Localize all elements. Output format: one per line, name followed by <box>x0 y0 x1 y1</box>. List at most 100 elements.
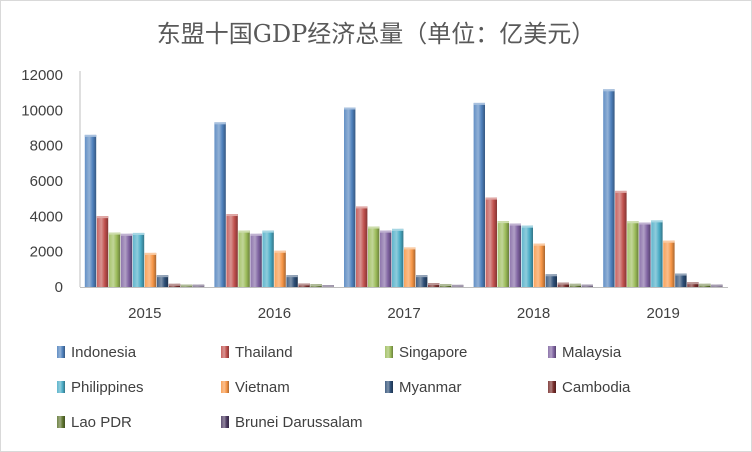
x-tick-label-2016: 2016 <box>258 305 291 322</box>
bar-indonesia-2015 <box>84 134 97 287</box>
bar-top-myanmar-2019 <box>675 273 687 276</box>
legend-item-malaysia: Malaysia <box>548 344 622 361</box>
legend-label-indonesia: Indonesia <box>71 344 137 361</box>
bar-top-cambodia-2016 <box>298 283 310 286</box>
bar-singapore-2016 <box>238 230 250 287</box>
bar-myanmar-2019 <box>675 273 687 287</box>
bar-top-lao-pdr-2019 <box>699 283 711 286</box>
bar-vietnam-2017 <box>404 247 416 287</box>
x-tick-label-2018: 2018 <box>517 305 550 322</box>
bar-top-cambodia-2019 <box>687 282 699 285</box>
bar-thailand-2017 <box>356 206 368 287</box>
bar-cambodia-2018 <box>557 282 569 287</box>
y-tick-label-0: 0 <box>55 279 63 296</box>
legend-item-indonesia: Indonesia <box>57 344 137 361</box>
legend-marker-thailand <box>221 346 229 358</box>
bar-myanmar-2017 <box>416 275 428 287</box>
x-axis: 2015 2016 2017 2018 2019 <box>80 287 728 322</box>
y-tick-label-6000: 6000 <box>30 173 63 190</box>
legend-label-malaysia: Malaysia <box>562 344 622 361</box>
bar-top-myanmar-2015 <box>156 275 169 278</box>
bar-philippines-2016 <box>262 230 274 287</box>
bar-top-cambodia-2018 <box>557 282 569 285</box>
bar-top-malaysia-2017 <box>380 230 392 233</box>
bar-top-indonesia-2017 <box>344 107 356 110</box>
bar-top-singapore-2019 <box>627 221 639 224</box>
bar-top-singapore-2015 <box>108 232 121 235</box>
legend-item-thailand: Thailand <box>221 344 293 361</box>
bar-myanmar-2018 <box>545 274 557 287</box>
bar-top-thailand-2015 <box>96 216 109 219</box>
legend-marker-philippines <box>57 381 65 393</box>
bar-top-indonesia-2015 <box>84 134 97 137</box>
bar-top-myanmar-2017 <box>416 275 428 278</box>
bar-top-philippines-2018 <box>521 225 533 228</box>
bar-top-singapore-2016 <box>238 230 250 233</box>
bar-top-brunei-darussalam-2017 <box>452 284 464 287</box>
bar-top-vietnam-2019 <box>663 240 675 243</box>
legend-marker-singapore <box>385 346 393 358</box>
legend-item-myanmar: Myanmar <box>385 379 462 396</box>
y-tick-label-2000: 2000 <box>30 244 63 261</box>
bar-top-vietnam-2018 <box>533 243 545 246</box>
bar-singapore-2015 <box>108 232 121 287</box>
y-tick-label-8000: 8000 <box>30 138 63 155</box>
bar-top-malaysia-2018 <box>509 223 521 226</box>
bar-philippines-2017 <box>392 228 404 287</box>
bar-malaysia-2017 <box>380 230 392 287</box>
bar-top-myanmar-2018 <box>545 274 557 277</box>
bar-top-malaysia-2019 <box>639 222 651 225</box>
legend-marker-indonesia <box>57 346 65 358</box>
bar-singapore-2019 <box>627 221 639 287</box>
bar-top-thailand-2018 <box>485 197 497 200</box>
bar-philippines-2019 <box>651 220 663 287</box>
bar-indonesia-2017 <box>344 107 356 287</box>
bar-malaysia-2016 <box>250 233 262 287</box>
bar-top-brunei-darussalam-2018 <box>581 284 593 287</box>
bar-top-malaysia-2015 <box>120 233 133 236</box>
legend-item-lao-pdr: Lao PDR <box>57 414 132 431</box>
bar-top-brunei-darussalam-2019 <box>711 284 723 287</box>
bar-myanmar-2015 <box>156 275 169 287</box>
bar-top-thailand-2017 <box>356 206 368 209</box>
bar-top-thailand-2016 <box>226 214 238 217</box>
legend-label-lao-pdr: Lao PDR <box>71 414 132 431</box>
bar-malaysia-2018 <box>509 223 521 287</box>
bars <box>84 89 723 287</box>
y-tick-label-4000: 4000 <box>30 208 63 225</box>
legend-marker-malaysia <box>548 346 556 358</box>
bar-top-philippines-2019 <box>651 220 663 223</box>
y-axis: 0 2000 4000 6000 8000 10000 12000 <box>21 67 81 296</box>
bar-top-singapore-2018 <box>497 221 509 224</box>
bar-thailand-2019 <box>615 190 627 287</box>
bar-top-lao-pdr-2018 <box>569 283 581 286</box>
bar-top-lao-pdr-2017 <box>440 283 452 286</box>
legend-marker-lao-pdr <box>57 416 65 428</box>
bar-indonesia-2018 <box>473 102 485 287</box>
bar-thailand-2018 <box>485 197 497 287</box>
legend-marker-myanmar <box>385 381 393 393</box>
bar-top-philippines-2016 <box>262 230 274 233</box>
bar-singapore-2018 <box>497 221 509 287</box>
chart-title: 东盟十国GDP经济总量（单位：亿美元） <box>157 20 596 48</box>
bar-singapore-2017 <box>368 226 380 287</box>
bar-thailand-2016 <box>226 214 238 287</box>
y-tick-label-10000: 10000 <box>21 102 63 119</box>
legend-marker-cambodia <box>548 381 556 393</box>
legend-item-vietnam: Vietnam <box>221 379 290 396</box>
legend-item-philippines: Philippines <box>57 379 144 396</box>
bar-malaysia-2019 <box>639 222 651 287</box>
bar-top-malaysia-2016 <box>250 233 262 236</box>
bar-top-vietnam-2015 <box>144 252 157 255</box>
x-tick-label-2019: 2019 <box>647 305 680 322</box>
bar-top-indonesia-2018 <box>473 102 485 105</box>
legend-item-singapore: Singapore <box>385 344 467 361</box>
bar-malaysia-2015 <box>120 233 133 287</box>
bar-vietnam-2016 <box>274 250 286 287</box>
bar-top-myanmar-2016 <box>286 275 298 278</box>
bar-top-philippines-2017 <box>392 228 404 231</box>
bar-top-indonesia-2019 <box>603 89 615 92</box>
legend-label-singapore: Singapore <box>399 344 467 361</box>
bar-top-singapore-2017 <box>368 226 380 229</box>
